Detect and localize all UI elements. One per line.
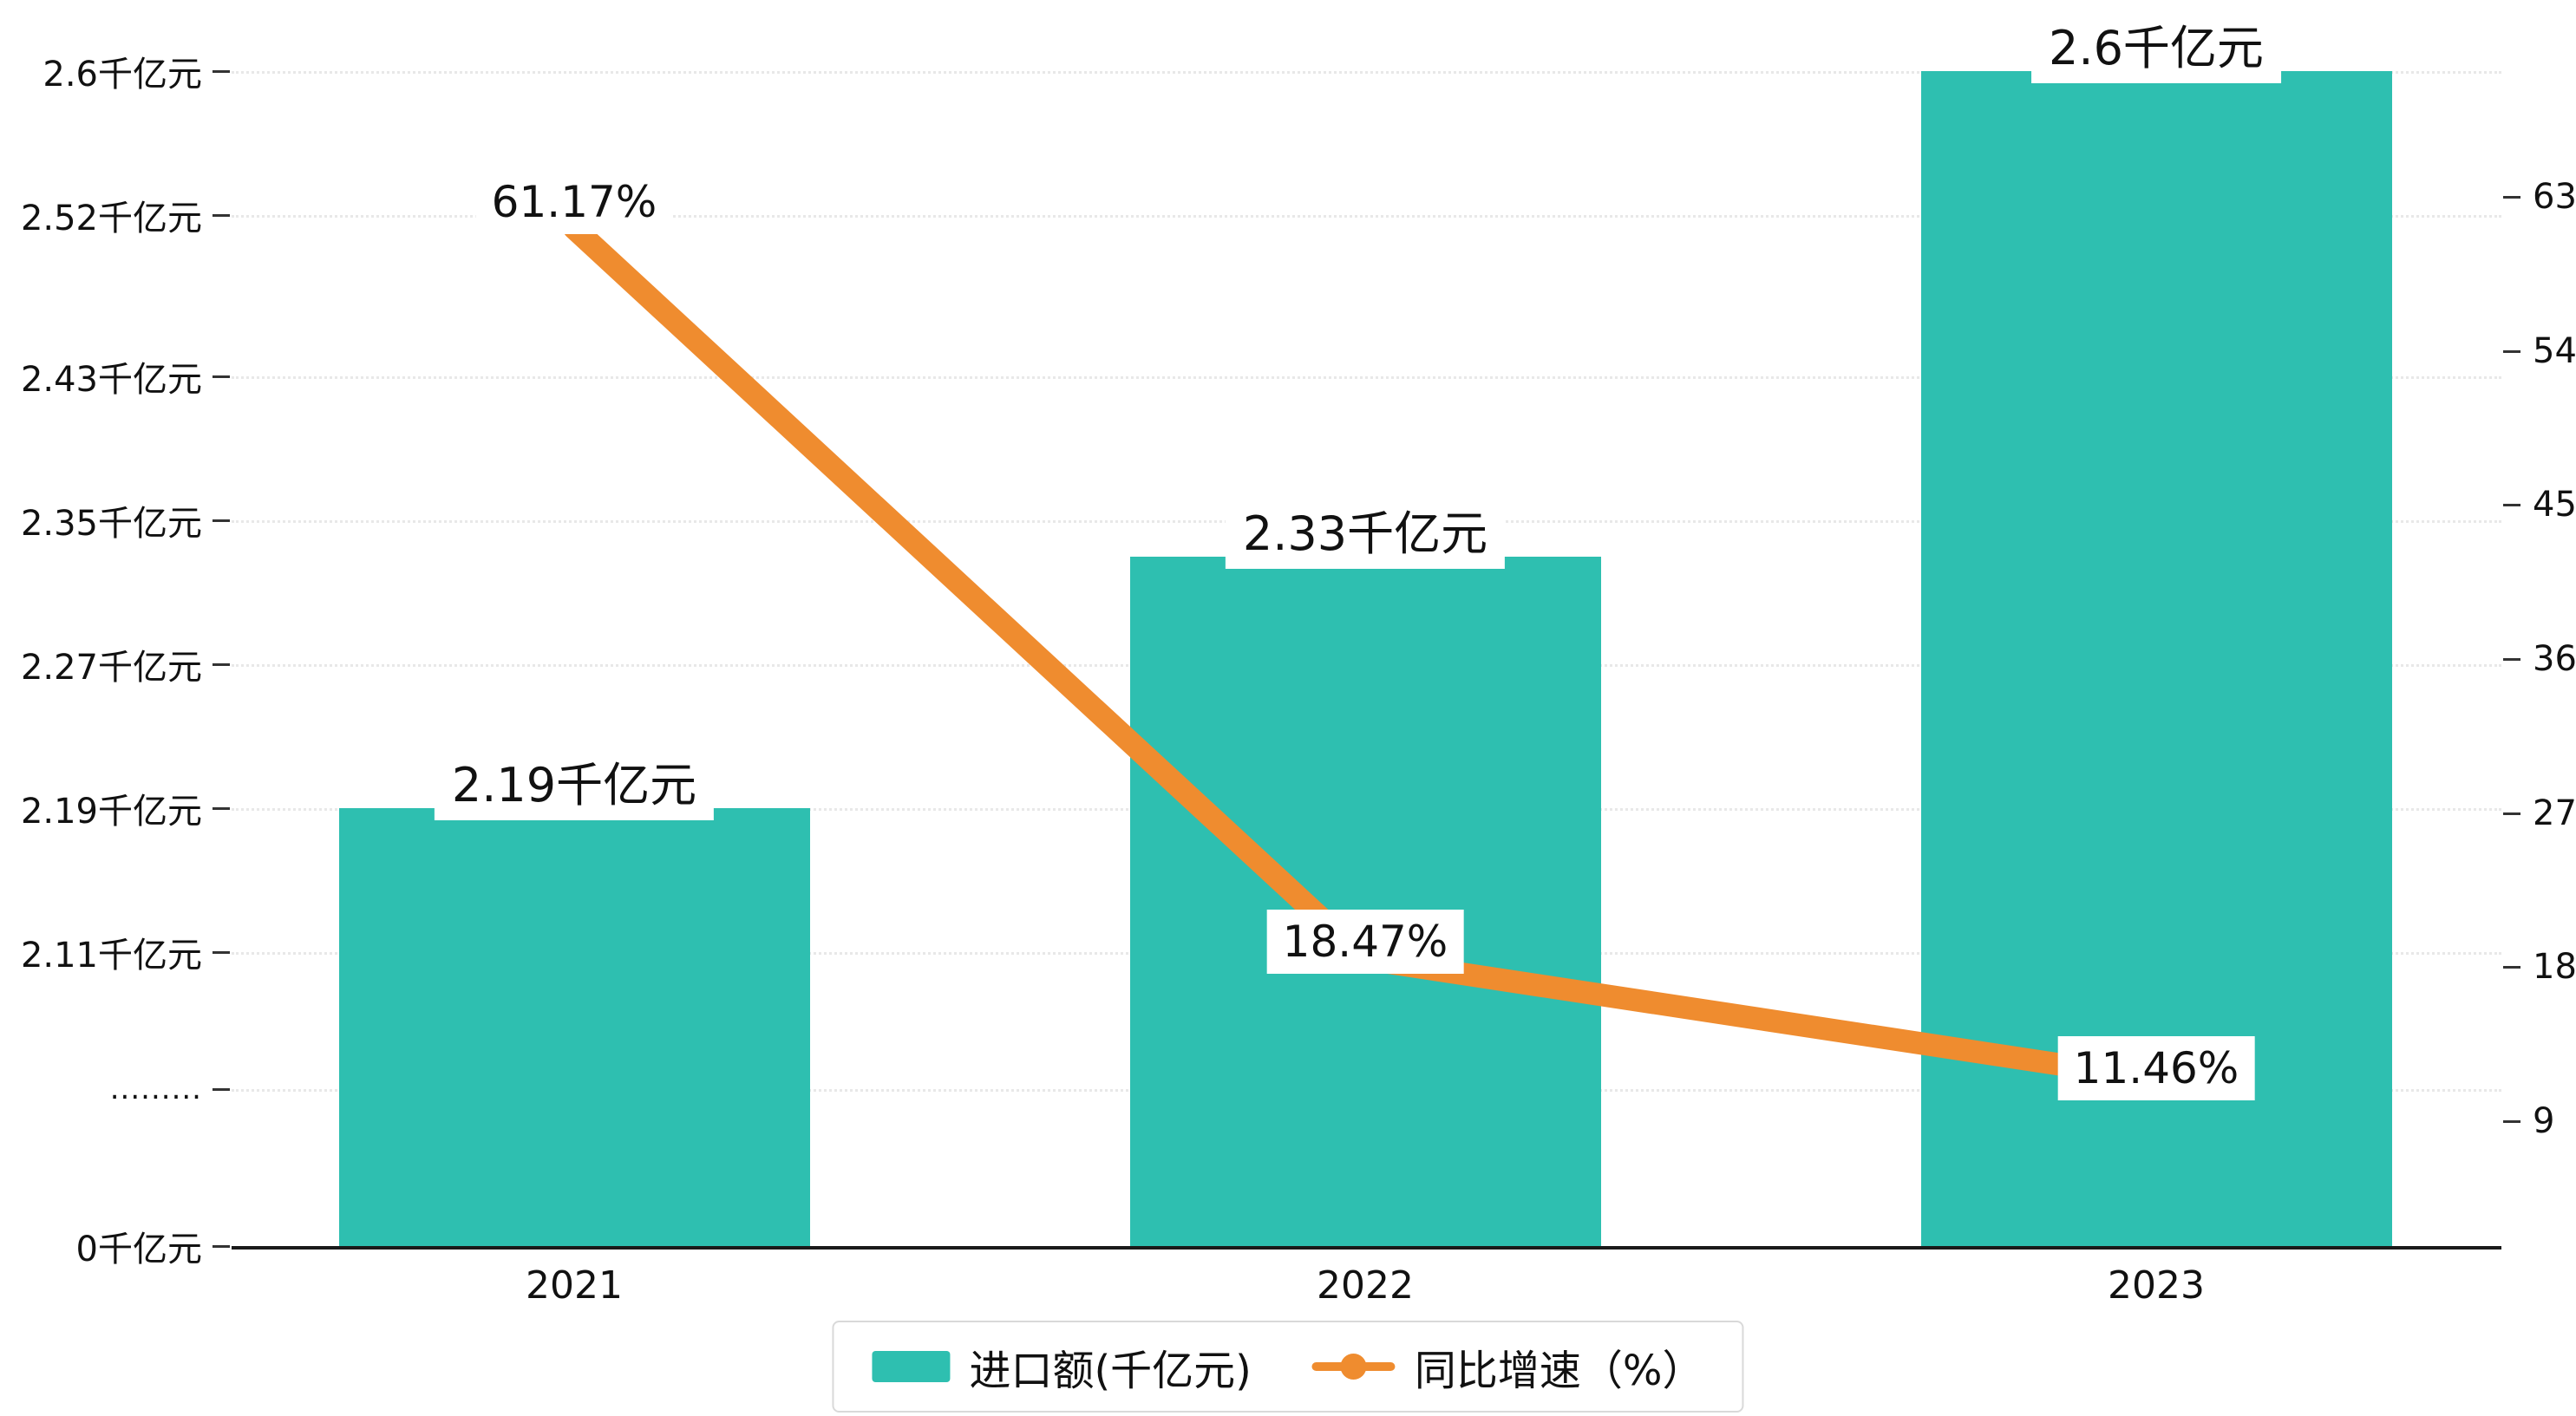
gridline [232,214,2501,218]
line-value-label: 11.46% [2057,1036,2255,1101]
left-axis-tick [212,1088,230,1091]
legend: 进口额(千亿元) 同比增速（%） [832,1321,1744,1413]
right-axis-tick-label: 18 [2533,947,2576,988]
left-axis-tick [212,69,230,73]
left-axis-tick [212,375,230,379]
x-axis-line [232,1246,2501,1250]
left-axis-tick-label: 2.19千亿元 [20,792,202,832]
left-axis-tick-label: ......... [109,1072,202,1106]
legend-item-growth[interactable]: 同比增速（%） [1311,1336,1704,1397]
left-axis-tick [212,519,230,523]
line-value-label: 18.47% [1266,910,1464,975]
right-axis-tick [2503,349,2520,353]
legend-item-imports[interactable]: 进口额(千亿元) [872,1336,1252,1397]
left-axis-tick-label: 2.27千亿元 [20,648,202,688]
right-axis-tick [2503,812,2520,815]
x-axis-label-2022: 2022 [1317,1263,1414,1308]
x-axis-label-2021: 2021 [526,1263,623,1308]
right-axis-tick [2503,658,2520,662]
right-axis-tick-label: 45 [2533,485,2576,525]
x-axis-label-2023: 2023 [2108,1263,2205,1308]
right-axis-tick-label: 27 [2533,793,2576,833]
bar-value-label: 2.6千亿元 [2031,3,2281,83]
line-value-label: 61.17% [475,170,673,235]
gridline [232,70,2501,74]
bar-series-swatch-icon [872,1351,951,1382]
right-axis-tick [2503,504,2520,507]
right-axis-tick [2503,196,2520,199]
legend-label-growth: 同比增速（%） [1414,1347,1704,1395]
left-axis-tick-label: 2.35千亿元 [20,504,202,545]
left-axis-tick [212,807,230,811]
bar-value-label: 2.19千亿元 [434,741,715,821]
left-axis-tick [212,1245,230,1248]
right-axis-tick-label: 63 [2533,177,2576,218]
right-axis-tick-label: 54 [2533,330,2576,371]
right-axis-tick [2503,966,2520,969]
right-axis-tick [2503,1120,2520,1123]
left-axis-tick-label: 2.6千亿元 [42,54,202,95]
left-axis-tick-label: 2.43千亿元 [20,360,202,401]
left-axis-tick [212,663,230,667]
bar-value-label: 2.33千亿元 [1225,489,1506,569]
legend-label-imports: 进口额(千亿元) [969,1347,1252,1395]
left-axis-tick-label: 0千亿元 [75,1230,202,1269]
left-axis-tick-label: 2.11千亿元 [20,936,202,976]
bar-2021[interactable] [338,808,810,1246]
right-axis-tick-label: 36 [2533,639,2576,680]
line-series-marker-icon [1311,1351,1396,1382]
left-axis-tick [212,951,230,954]
right-axis-tick-label: 9 [2533,1101,2555,1141]
gridline [232,376,2501,380]
left-axis-tick [212,213,230,217]
bar-2022[interactable] [1129,556,1601,1246]
left-axis-tick-label: 2.52千亿元 [20,198,202,238]
